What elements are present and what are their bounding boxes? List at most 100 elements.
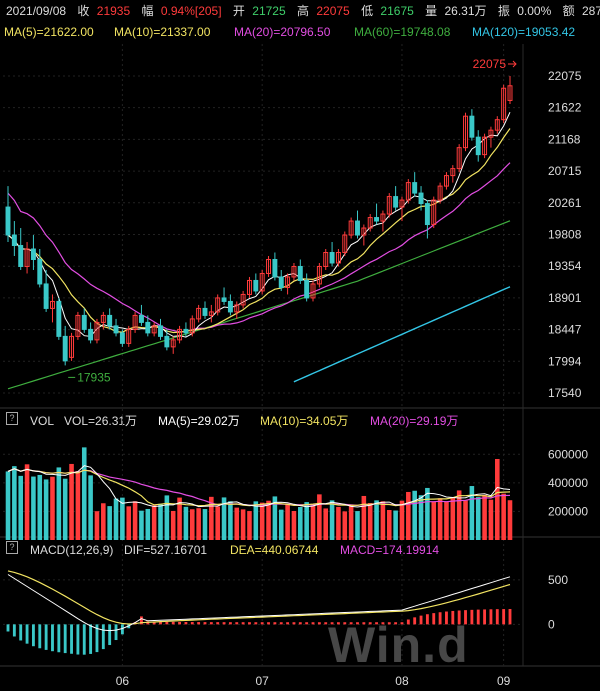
macd-help-icon[interactable]: ? [6, 541, 18, 554]
candle-body [380, 213, 386, 222]
macd-bar [31, 624, 35, 647]
price-y-tick: 22075 [548, 69, 582, 83]
ma10-line [7, 128, 511, 334]
macd-bar [152, 621, 156, 625]
volume-bar [317, 494, 322, 540]
volume-bar [18, 475, 23, 540]
macd-bar [44, 624, 48, 650]
candle-body [119, 332, 125, 344]
macd-bar [95, 624, 99, 653]
macd-bar [381, 622, 385, 625]
macd-bar [470, 609, 474, 625]
macd-bar [120, 624, 124, 635]
candle-body [469, 115, 475, 138]
volume-bar [56, 467, 62, 540]
vol-help-icon[interactable]: ? [6, 412, 18, 425]
candle-body [418, 192, 424, 205]
volume-bar [215, 506, 220, 540]
volume-bar [94, 511, 100, 540]
candle-body [285, 276, 291, 288]
macd-bar [317, 622, 321, 625]
candle-body [246, 279, 252, 295]
candle-body [43, 283, 49, 309]
volume-bar [278, 509, 284, 540]
volume-bar [75, 471, 81, 540]
price-y-tick: 21168 [548, 132, 581, 146]
amplitude-label: 振 [497, 4, 510, 18]
vol-ma10-line [7, 468, 511, 507]
macd-bar [362, 622, 366, 625]
volume-value: 26.31万 [444, 4, 487, 18]
candle-body [437, 185, 443, 201]
volume-bar [456, 490, 462, 540]
macd-bar [248, 622, 251, 625]
macd-bar [387, 622, 391, 625]
macd-bar [273, 622, 277, 625]
volume-bar [183, 506, 189, 540]
volume-bar [367, 503, 373, 540]
candle-body [196, 307, 202, 320]
volume-bar [132, 501, 138, 540]
high-value: 22075 [316, 4, 350, 18]
volume-bar [355, 511, 360, 540]
macd-y-tick: 0 [548, 617, 555, 631]
candle-body [450, 168, 456, 177]
x-tick-label: 08 [395, 674, 409, 688]
candle-body [94, 321, 100, 341]
volume-bar [209, 496, 214, 540]
macd-bar [108, 624, 112, 646]
candle-body [482, 136, 488, 156]
vol-y-tick: 200000 [548, 504, 588, 518]
volume-bar [399, 500, 405, 540]
volume-bar [495, 458, 500, 540]
volume-bar [202, 509, 208, 540]
macd-bar [190, 622, 194, 625]
macd-bar [267, 622, 270, 625]
candle-body [355, 220, 360, 236]
volume-bar [170, 510, 176, 540]
volume-bar [101, 503, 106, 540]
volume-bar [126, 506, 132, 540]
candle-body [88, 328, 94, 341]
candle-body [399, 199, 405, 208]
vol-panel-header: ? VOL VOL=26.31万 MA(5)=29.02万 MA(10)=34.… [0, 412, 600, 430]
candle-body [126, 328, 132, 344]
low-value: 21675 [380, 4, 414, 18]
volume-bar [5, 471, 11, 540]
macd-bar [171, 621, 175, 625]
candle-body [393, 196, 399, 208]
candle-body [297, 265, 303, 281]
macd-bar [89, 624, 93, 654]
candle-body [227, 300, 233, 313]
volume-bar [228, 501, 233, 540]
candle-body [443, 175, 449, 187]
price-y-tick: 18901 [548, 291, 582, 305]
volume-bar [285, 503, 290, 540]
candle-body [253, 279, 259, 292]
candle-body [488, 129, 494, 138]
candle-body [361, 227, 367, 236]
volume-bar [24, 464, 30, 540]
low-annotation: 17935 [77, 370, 111, 384]
volume-bar [437, 498, 443, 540]
macd-value: MACD=174.19914 [340, 543, 440, 557]
macd-bar [425, 614, 429, 625]
candle-body [259, 272, 265, 292]
macd-bar [241, 622, 245, 625]
macd-bar [406, 619, 410, 625]
macd-dea: DEA=440.06744 [230, 543, 319, 557]
candle-body [113, 325, 119, 334]
macd-bar [140, 616, 143, 625]
volume-bar [393, 510, 398, 540]
ma20-line [7, 162, 511, 333]
macd-bar [324, 622, 328, 625]
candle-body [507, 85, 513, 101]
macd-bar [330, 622, 334, 625]
macd-bar [19, 624, 23, 641]
macd-bar [349, 622, 353, 625]
candle-body [50, 300, 55, 309]
volume-bar [139, 510, 144, 540]
macd-bar [12, 624, 16, 637]
macd-bar [101, 624, 105, 650]
